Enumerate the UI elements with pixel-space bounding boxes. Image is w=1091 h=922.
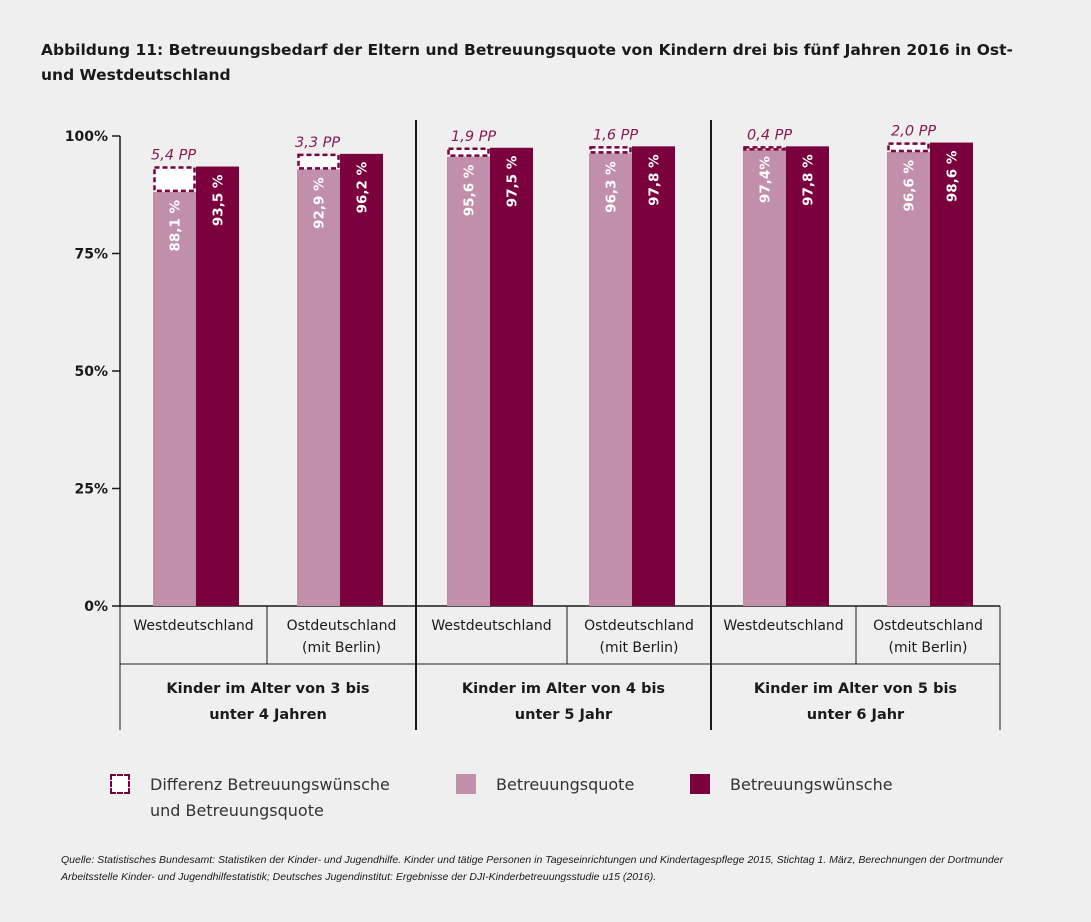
category-label: Ostdeutschland	[287, 618, 397, 634]
legend-label-quote: Betreuungsquote	[496, 775, 635, 794]
bar-betreuungswuensche	[632, 146, 675, 606]
bar-chart: 0% 25% 50% 75% 100% 5,4 PP 88,1 % 93,5 % 3,3 PP 9…	[65, 120, 1001, 730]
legend-item-quote: Betreuungsquote	[456, 772, 634, 798]
category-label: (mit Berlin)	[599, 640, 678, 656]
legend-item-wishes: Betreuungswünsche	[690, 772, 893, 798]
bar-differenz	[447, 147, 490, 157]
bar-betreuungswuensche	[490, 147, 533, 606]
data-label-betreuungsquote: 88,1 %	[168, 199, 184, 251]
bar-betreuungsquote	[297, 169, 340, 606]
chart-title: Abbildung 11: Betreuungsbedarf der Elter…	[41, 41, 1013, 84]
legend: Differenz Betreuungswünsche und Betreuun…	[110, 772, 1010, 832]
data-label-betreuungswuensche: 97,8 %	[647, 154, 663, 206]
data-label-betreuungsquote: 95,6 %	[462, 164, 478, 216]
category-label: (mit Berlin)	[302, 640, 381, 656]
bar-betreuungsquote	[447, 156, 490, 606]
data-label-betreuungsquote: 96,6 %	[902, 160, 918, 212]
y-tick-label: 25%	[74, 482, 108, 498]
difference-label: 1,6 PP	[593, 127, 638, 143]
legend-item-difference: Differenz Betreuungswünsche und Betreuun…	[110, 772, 430, 824]
group-label: unter 5 Jahr	[515, 707, 613, 723]
data-label-betreuungsquote: 96,3 %	[604, 161, 620, 213]
category-label: Ostdeutschland	[873, 618, 983, 634]
data-label-betreuungswuensche: 97,8 %	[801, 154, 817, 206]
bar-betreuungsquote	[153, 191, 196, 606]
category-label: (mit Berlin)	[888, 640, 967, 656]
data-label-betreuungsquote: 97,4%	[758, 156, 774, 203]
data-label-betreuungswuensche: 96,2 %	[355, 161, 371, 213]
bar-betreuungswuensche	[196, 166, 239, 607]
light-swatch-icon	[456, 774, 476, 794]
bar-betreuungsquote	[743, 148, 786, 606]
bar-betreuungswuensche	[786, 146, 829, 606]
difference-label: 5,4 PP	[151, 148, 196, 164]
category-label: Ostdeutschland	[584, 618, 694, 634]
bar-differenz	[743, 146, 786, 151]
bar-betreuungswuensche	[930, 142, 973, 606]
y-tick-label: 100%	[65, 129, 108, 145]
bar-betreuungswuensche	[340, 153, 383, 607]
data-label-betreuungswuensche: 93,5 %	[211, 174, 227, 226]
group-label: Kinder im Alter von 3 bis	[166, 681, 369, 697]
dark-swatch-icon	[690, 774, 710, 794]
category-label: Westdeutschland	[133, 618, 253, 634]
difference-label: 2,0 PP	[891, 124, 936, 140]
legend-label-difference: Differenz Betreuungswünsche und Betreuun…	[150, 775, 390, 820]
bar-differenz	[297, 153, 340, 170]
y-tick-label: 75%	[74, 247, 108, 263]
category-label: Westdeutschland	[723, 618, 843, 634]
difference-label: 3,3 PP	[295, 135, 340, 151]
group-label: Kinder im Alter von 4 bis	[462, 681, 665, 697]
dashed-swatch-icon	[110, 774, 130, 794]
data-label-betreuungsquote: 92,9 %	[312, 177, 328, 229]
bar-differenz	[153, 166, 196, 193]
bar-differenz	[589, 146, 632, 154]
group-label: unter 4 Jahren	[209, 707, 327, 723]
data-label-betreuungswuensche: 97,5 %	[505, 155, 521, 207]
y-tick-label: 50%	[74, 364, 108, 380]
bar-betreuungsquote	[887, 151, 930, 607]
y-tick-label: 0%	[84, 599, 108, 615]
bar-betreuungsquote	[589, 153, 632, 606]
category-label: Westdeutschland	[431, 618, 551, 634]
bar-differenz	[887, 142, 930, 153]
difference-label: 0,4 PP	[747, 127, 792, 143]
difference-label: 1,9 PP	[451, 129, 496, 145]
data-label-betreuungswuensche: 98,6 %	[945, 150, 961, 202]
source-note: Quelle: Statistisches Bundesamt: Statist…	[61, 854, 1004, 883]
group-label: unter 6 Jahr	[807, 707, 905, 723]
group-label: Kinder im Alter von 5 bis	[754, 681, 957, 697]
legend-label-wishes: Betreuungswünsche	[730, 775, 893, 794]
